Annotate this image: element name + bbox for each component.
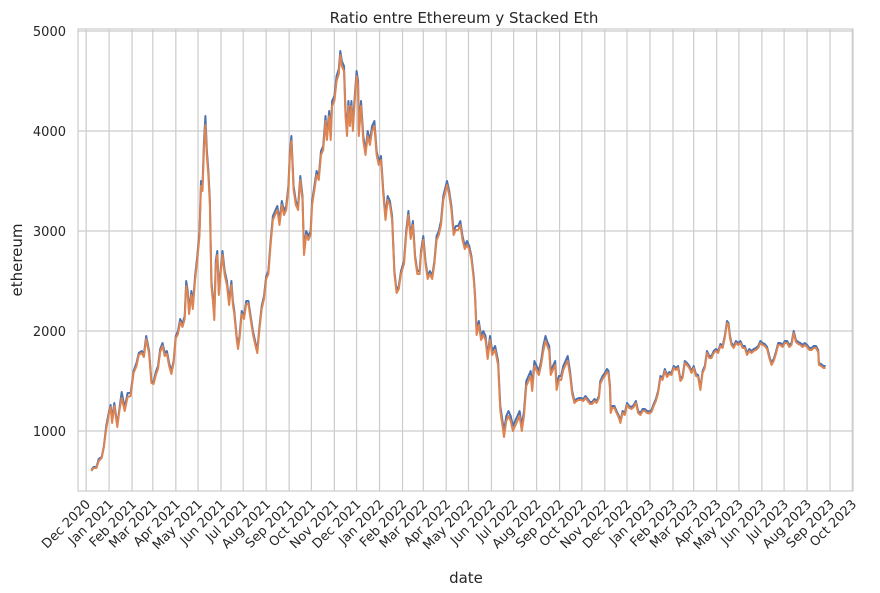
chart-title: Ratio entre Ethereum y Stacked Eth xyxy=(330,9,599,27)
y-tick-label: 1000 xyxy=(33,425,66,440)
y-axis-label: ethereum xyxy=(8,223,26,296)
y-tick-labels: 1000 2000 3000 4000 5000 xyxy=(33,25,66,440)
series-line-2 xyxy=(90,54,826,472)
plot-frame xyxy=(77,28,854,492)
x-axis-label: date xyxy=(449,569,483,587)
y-tick-label: 4000 xyxy=(33,125,66,140)
y-tick-label: 3000 xyxy=(33,225,66,240)
y-tick-label: 2000 xyxy=(33,325,66,340)
y-tick-label: 5000 xyxy=(33,25,66,40)
series-layer xyxy=(90,50,826,472)
